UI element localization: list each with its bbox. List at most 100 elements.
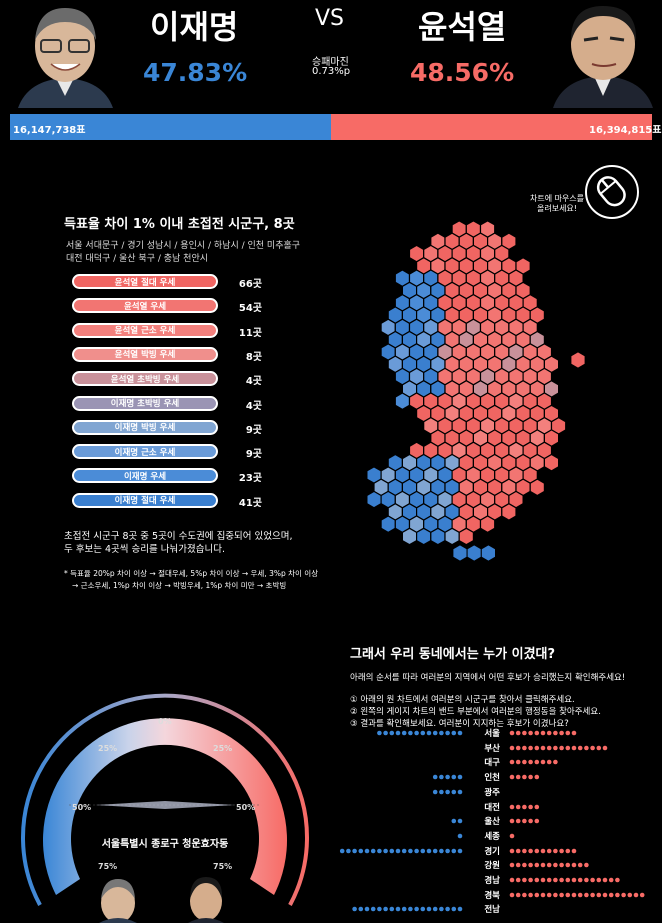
dot-lee-12-4[interactable] [432, 907, 438, 912]
dot-yoon-11-18[interactable] [621, 892, 626, 897]
dot-lee-0-4[interactable] [432, 730, 438, 736]
dot-yoon-11-10[interactable] [571, 892, 577, 897]
dot-lee-8-10[interactable] [395, 848, 401, 853]
dot-yoon-11-7[interactable] [553, 892, 558, 897]
dot-lee-6-1[interactable] [451, 818, 457, 824]
dot-lee-12-13[interactable] [377, 907, 382, 912]
dot-yoon-9-2[interactable] [522, 862, 527, 868]
dot-yoon-11-0[interactable] [509, 892, 515, 897]
legend-item-5[interactable]: 이재명 초박빙 우세 [72, 395, 218, 411]
gauge-band[interactable] [43, 718, 287, 895]
dot-yoon-3-1[interactable] [515, 774, 521, 780]
dot-lee-8-6[interactable] [420, 848, 426, 853]
dot-lee-4-0[interactable] [457, 789, 463, 795]
dot-yoon-10-2[interactable] [522, 877, 527, 883]
dot-lee-4-3[interactable] [439, 789, 444, 795]
legend-item-4[interactable]: 윤석열 초박빙 우세 [72, 371, 218, 387]
dot-yoon-11-8[interactable] [559, 892, 564, 897]
dot-yoon-5-4[interactable] [534, 804, 540, 809]
dot-lee-12-12[interactable] [383, 907, 388, 912]
dot-lee-8-1[interactable] [451, 848, 457, 853]
region-dots-9[interactable] [332, 860, 662, 870]
dot-yoon-2-4[interactable] [534, 760, 540, 765]
dot-yoon-10-17[interactable] [615, 877, 620, 883]
dot-lee-12-2[interactable] [445, 907, 450, 912]
dot-yoon-8-3[interactable] [528, 848, 533, 853]
dot-yoon-9-11[interactable] [577, 862, 583, 868]
dot-yoon-10-10[interactable] [571, 877, 577, 883]
dot-yoon-9-8[interactable] [559, 862, 564, 868]
dot-lee-12-10[interactable] [395, 907, 401, 912]
dot-yoon-0-6[interactable] [546, 730, 552, 736]
dot-lee-8-16[interactable] [358, 848, 364, 853]
hex-cell-248[interactable] [444, 527, 460, 546]
legend-item-6[interactable]: 이재명 박빙 우세 [72, 419, 218, 435]
dot-lee-4-1[interactable] [451, 789, 457, 795]
region-dots-7[interactable] [332, 831, 662, 841]
dot-lee-12-1[interactable] [451, 907, 457, 912]
dot-yoon-6-3[interactable] [528, 818, 533, 824]
region-dots-10[interactable] [332, 875, 662, 885]
region-dots-12[interactable] [332, 904, 662, 914]
dot-yoon-1-11[interactable] [577, 745, 583, 750]
dot-yoon-8-6[interactable] [546, 848, 552, 853]
dot-lee-8-2[interactable] [445, 848, 450, 853]
legend-item-0[interactable]: 윤석열 절대 우세 [72, 274, 218, 289]
dot-lee-3-2[interactable] [445, 774, 450, 780]
dot-lee-3-3[interactable] [439, 774, 444, 780]
gauge-chart[interactable]: 0% 25% 25% 50% 50% 75% 75% 서울특별시 종로구 청운효… [0, 655, 330, 923]
dot-yoon-6-1[interactable] [515, 818, 521, 824]
hex-cell-216[interactable] [529, 478, 545, 497]
dot-lee-12-3[interactable] [439, 907, 444, 912]
dot-lee-3-1[interactable] [451, 774, 457, 780]
dot-yoon-9-3[interactable] [528, 862, 533, 868]
dot-lee-8-4[interactable] [432, 848, 438, 853]
dot-yoon-1-14[interactable] [596, 745, 602, 750]
dot-yoon-9-0[interactable] [509, 862, 515, 868]
legend-item-1[interactable]: 윤석열 우세 [72, 298, 218, 314]
legend-item-8[interactable]: 이재명 우세 [72, 468, 218, 484]
dot-lee-0-1[interactable] [451, 730, 457, 736]
dot-yoon-9-4[interactable] [534, 862, 540, 868]
hex-cell-246[interactable] [416, 527, 432, 546]
dot-lee-4-4[interactable] [432, 789, 438, 795]
dot-yoon-9-12[interactable] [584, 862, 589, 868]
dot-lee-0-6[interactable] [420, 730, 426, 736]
dot-yoon-0-7[interactable] [553, 730, 558, 736]
dot-lee-8-12[interactable] [383, 848, 388, 853]
dot-yoon-11-16[interactable] [608, 892, 614, 897]
dot-yoon-9-5[interactable] [540, 862, 546, 868]
region-dots-6[interactable] [332, 816, 662, 826]
dot-yoon-5-0[interactable] [509, 804, 515, 809]
dot-lee-3-0[interactable] [457, 774, 463, 780]
dot-lee-0-7[interactable] [414, 730, 419, 736]
region-dots-4[interactable] [332, 787, 662, 797]
dot-yoon-1-8[interactable] [559, 745, 564, 750]
dot-yoon-5-2[interactable] [522, 804, 527, 809]
dot-yoon-1-13[interactable] [590, 745, 595, 750]
dot-yoon-1-2[interactable] [522, 745, 527, 750]
dot-yoon-10-6[interactable] [546, 877, 552, 883]
dot-yoon-1-6[interactable] [546, 745, 552, 750]
region-dots-3[interactable] [332, 772, 662, 782]
dot-yoon-0-5[interactable] [540, 730, 546, 736]
korea-hex-map[interactable] [360, 215, 600, 565]
dot-yoon-9-9[interactable] [565, 862, 571, 868]
dot-lee-8-14[interactable] [370, 848, 376, 853]
hex-cell-217[interactable] [366, 490, 382, 509]
dot-yoon-11-1[interactable] [515, 892, 521, 897]
legend-item-7[interactable]: 이재명 근소 우세 [72, 444, 218, 460]
dot-yoon-5-1[interactable] [515, 804, 521, 809]
dot-yoon-11-11[interactable] [577, 892, 583, 897]
dot-yoon-8-8[interactable] [559, 848, 564, 853]
dot-yoon-1-4[interactable] [534, 745, 540, 750]
dot-yoon-2-5[interactable] [540, 760, 546, 765]
dot-yoon-0-9[interactable] [565, 730, 571, 736]
dot-yoon-0-3[interactable] [528, 730, 533, 736]
dot-yoon-11-6[interactable] [546, 892, 552, 897]
hex-cell-245[interactable] [401, 527, 418, 546]
dot-lee-0-13[interactable] [377, 730, 382, 736]
dot-yoon-8-7[interactable] [553, 848, 558, 853]
dot-yoon-0-0[interactable] [509, 730, 515, 736]
dot-yoon-11-15[interactable] [602, 892, 608, 897]
